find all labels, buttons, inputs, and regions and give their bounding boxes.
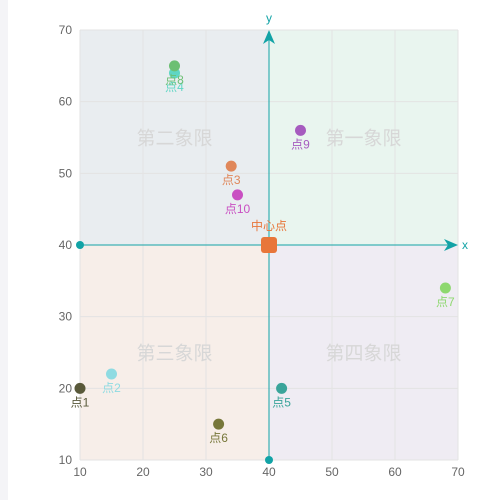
x-tick-label: 40	[262, 465, 276, 479]
data-point-label-7: 点7	[436, 295, 455, 309]
y-tick-label: 20	[59, 381, 73, 395]
y-tick-label: 30	[59, 310, 73, 324]
quadrant-bg-1	[269, 30, 458, 245]
quadrant-bg-3	[80, 245, 269, 460]
data-point-5	[276, 382, 288, 394]
data-point-label-1: 点1	[71, 395, 90, 409]
quadrant-label-2: 第二象限	[136, 128, 212, 150]
quadrant-label-4: 第四象限	[325, 343, 401, 365]
data-point-label-4: 点4	[165, 80, 184, 94]
data-point-10	[232, 189, 243, 201]
center-point-marker	[261, 237, 277, 253]
quadrant-label-1: 第一象限	[325, 128, 401, 150]
data-point-label-2: 点2	[102, 381, 121, 395]
y-tick-label: 50	[59, 166, 73, 180]
x-axis-arrow	[444, 239, 458, 251]
data-point-7	[439, 282, 451, 294]
data-point-9	[295, 124, 306, 136]
data-point-label-9: 点9	[291, 137, 310, 151]
y-axis-arrow	[263, 30, 275, 44]
y-tick-label: 40	[59, 238, 73, 252]
y-axis-start-dot	[265, 456, 273, 464]
data-point-3	[225, 160, 237, 172]
data-point-label-8: 点8	[165, 73, 184, 87]
data-point-6	[213, 418, 225, 430]
data-point-label-6: 点6	[209, 431, 228, 445]
quadrant-backgrounds	[80, 30, 458, 460]
x-tick-label: 10	[73, 465, 87, 479]
center-axes: x y 中心点	[76, 11, 468, 464]
center-point-label: 中心点	[251, 218, 287, 233]
y-tick-label: 60	[59, 95, 73, 109]
x-axis-start-dot	[76, 241, 84, 249]
data-point-2	[106, 368, 117, 380]
data-points: 点1 点2 点3 点4 点5 点6 点7 点8 点9 点10	[71, 60, 455, 445]
data-point-label-5: 点5	[272, 395, 291, 409]
y-axis-label: y	[266, 11, 272, 25]
x-tick-label: 70	[451, 465, 465, 479]
x-tick-label: 60	[388, 465, 402, 479]
tick-labels: 10 20 30 40 50 60 70 10 20 30 40 50 60 70	[59, 23, 465, 479]
x-axis-label: x	[462, 238, 468, 252]
data-point-8	[169, 60, 180, 72]
y-tick-label: 10	[59, 453, 73, 467]
x-tick-label: 30	[199, 465, 213, 479]
data-point-label-10: 点10	[225, 202, 251, 216]
data-point-1	[74, 382, 86, 394]
quadrant-bg-4	[269, 245, 458, 460]
quadrant-label-3: 第三象限	[136, 343, 212, 365]
x-tick-label: 20	[136, 465, 150, 479]
data-point-label-3: 点3	[222, 173, 241, 187]
y-tick-label: 70	[59, 23, 73, 37]
x-tick-label: 50	[325, 465, 339, 479]
